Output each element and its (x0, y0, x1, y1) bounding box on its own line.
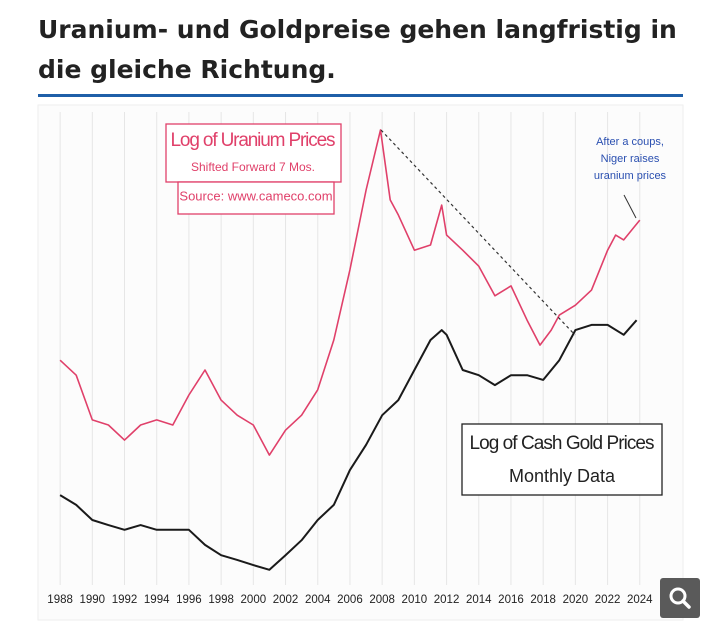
title-rule (38, 94, 683, 97)
x-tick-label: 2022 (595, 594, 621, 606)
x-tick-label: 2002 (273, 594, 299, 606)
x-tick-label: 1990 (80, 594, 106, 606)
series-line (59, 319, 638, 571)
annotation: Niger raises (601, 153, 660, 165)
zoom-button[interactable] (660, 578, 700, 618)
x-tick-label: 1988 (47, 594, 73, 606)
annotation: Shifted Forward 7 Mos. (191, 160, 315, 174)
uranium-label-box (165, 123, 342, 183)
x-tick-label: 2010 (402, 594, 428, 606)
x-tick-label: 2018 (530, 594, 556, 606)
x-tick-label: 1992 (112, 594, 138, 606)
trend-line (380, 129, 576, 336)
annotation: uranium prices (594, 170, 667, 182)
x-tick-label: 2016 (498, 594, 524, 606)
search-icon (669, 587, 691, 609)
x-tick-label: 1996 (176, 594, 202, 606)
source-box (177, 181, 335, 215)
page-title: Uranium- und Goldpreise gehen langfristi… (38, 15, 677, 84)
x-tick-label: 2014 (466, 594, 492, 606)
annotation-arrow (623, 194, 637, 219)
x-tick-label: 1994 (144, 594, 170, 606)
x-tick-label: 2008 (369, 594, 395, 606)
gold-label-box (461, 423, 663, 496)
annotation: Monthly Data (509, 466, 616, 486)
x-tick-label: 2004 (305, 594, 331, 606)
series-label: Log of Cash Gold Prices (470, 433, 655, 454)
series-label: Log of Uranium Prices (171, 130, 336, 151)
x-tick-label: 2020 (563, 594, 589, 606)
x-tick-label: 1998 (208, 594, 234, 606)
series-line (59, 129, 641, 456)
x-tick-label: 2012 (434, 594, 460, 606)
x-tick-label: 2006 (337, 594, 363, 606)
annotation: After a coups, (596, 136, 664, 148)
x-tick-label: 2024 (627, 594, 653, 606)
chart-background (37, 104, 684, 621)
x-tick-label: 2000 (241, 594, 267, 606)
annotation: Source: www.cameco.com (179, 188, 332, 203)
